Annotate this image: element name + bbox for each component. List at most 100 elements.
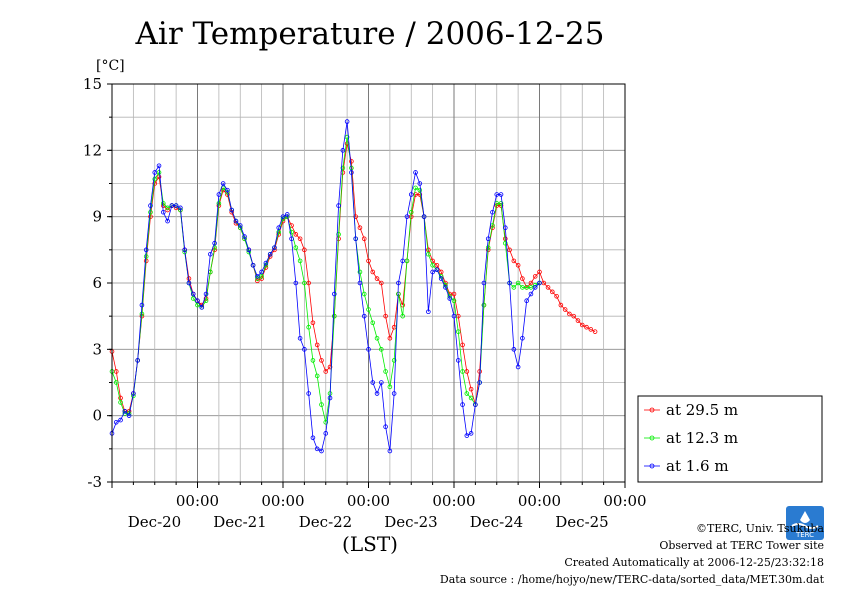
series-point: [485, 245, 491, 250]
series-point: [293, 232, 299, 237]
series-point: [464, 433, 470, 438]
series-point: [195, 302, 200, 308]
series-point: [507, 247, 512, 253]
series-point: [370, 380, 376, 385]
series-point: [520, 276, 525, 281]
series-point: [267, 251, 273, 257]
series-point: [186, 280, 192, 286]
y-tick-label: 12: [83, 141, 102, 159]
y-tick-label: -3: [87, 473, 102, 491]
series-point: [314, 342, 320, 348]
series-point: [434, 263, 440, 268]
series-point: [588, 327, 594, 332]
series-point: [532, 285, 538, 290]
series-point: [528, 285, 534, 290]
y-tick-label: 3: [92, 340, 102, 358]
series-point: [455, 358, 461, 363]
series-point: [336, 203, 341, 208]
series-point: [374, 335, 380, 341]
series-point: [387, 384, 393, 390]
series-point: [550, 289, 555, 295]
series-point: [404, 258, 410, 264]
series-point: [208, 251, 213, 257]
y-axis-label: [°C]: [96, 58, 125, 74]
series-point: [165, 218, 170, 224]
legend-swatch-marker: [649, 463, 655, 469]
series-point: [199, 305, 205, 310]
series-point: [190, 296, 196, 301]
series-point: [515, 280, 521, 286]
series-point: [237, 223, 243, 228]
series-point: [331, 313, 337, 319]
series-point: [366, 258, 371, 264]
series-point: [148, 209, 153, 215]
series-point: [323, 419, 329, 425]
series-point: [220, 181, 226, 186]
series-point: [319, 358, 324, 363]
series-point: [430, 263, 435, 268]
y-tick-label: 6: [92, 274, 102, 292]
series-point: [306, 280, 311, 286]
series-point: [272, 245, 277, 250]
series-point: [537, 269, 542, 275]
series-point: [302, 280, 307, 286]
legend-swatch-marker: [649, 407, 655, 413]
series-point: [216, 201, 222, 206]
series-point: [511, 347, 517, 352]
series-point: [173, 203, 179, 208]
series-point: [468, 386, 474, 392]
series-point: [383, 369, 388, 374]
series-point: [562, 307, 568, 312]
x-tick-label-time: 00:00: [261, 492, 304, 510]
series-point: [126, 413, 132, 418]
series-point: [455, 329, 461, 334]
series-point: [293, 245, 299, 250]
series-point: [374, 391, 380, 396]
series-point: [250, 263, 256, 268]
x-tick-label-date: Dec-22: [299, 513, 352, 531]
series-point: [400, 258, 406, 264]
series-point: [255, 274, 260, 279]
series-point: [571, 313, 576, 319]
series-point: [156, 163, 162, 169]
series-point: [370, 320, 376, 326]
series-point: [113, 419, 119, 425]
series-point: [584, 324, 589, 330]
series-point: [349, 159, 354, 164]
series-point: [404, 214, 410, 219]
logo-text: TERC: [795, 531, 814, 539]
series-point: [327, 364, 333, 370]
series-point: [460, 342, 465, 348]
series-point: [498, 201, 504, 206]
series-point: [494, 192, 500, 197]
series-point: [314, 373, 320, 379]
x-axis-label: (LST): [342, 532, 398, 556]
series-point: [417, 181, 423, 186]
series-point: [413, 185, 418, 191]
footer-copyright: ©TERC, Univ. Tsukuba: [695, 522, 824, 535]
series-point: [327, 395, 333, 401]
series-point: [319, 402, 324, 407]
series-point: [284, 212, 290, 217]
series-point: [387, 335, 393, 341]
series-point: [468, 395, 474, 401]
series-point: [387, 448, 393, 454]
x-tick-label-date: Dec-25: [555, 513, 608, 531]
series-point: [276, 229, 282, 235]
legend-item-0: at 29.5 m: [644, 401, 738, 419]
legend-swatch-marker: [649, 435, 655, 441]
series-point: [156, 170, 162, 175]
series-point: [366, 307, 371, 312]
series-point: [323, 431, 329, 436]
series-point: [297, 236, 303, 242]
series-point: [143, 247, 149, 253]
series-point: [511, 285, 517, 290]
series-point: [310, 435, 316, 441]
series-layer: [109, 119, 598, 454]
series-point: [515, 263, 521, 268]
series-point: [554, 293, 559, 299]
series-point: [302, 347, 307, 352]
series-point: [434, 267, 440, 273]
series-point: [212, 240, 217, 246]
series-point: [520, 335, 525, 341]
